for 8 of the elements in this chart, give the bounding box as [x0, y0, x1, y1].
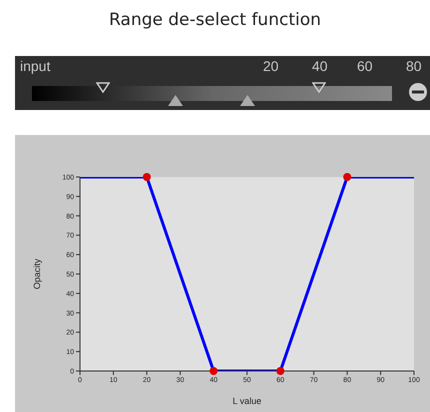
text: 40 — [312, 58, 328, 74]
text: input — [20, 58, 50, 74]
text: 60 — [357, 58, 373, 74]
x-axis-title: L value — [232, 396, 262, 406]
y-axis-title: Opacity — [32, 258, 42, 290]
text: 80 — [406, 58, 422, 74]
text: 20 — [263, 58, 279, 74]
chart-title: Range de-select function — [108, 10, 322, 30]
